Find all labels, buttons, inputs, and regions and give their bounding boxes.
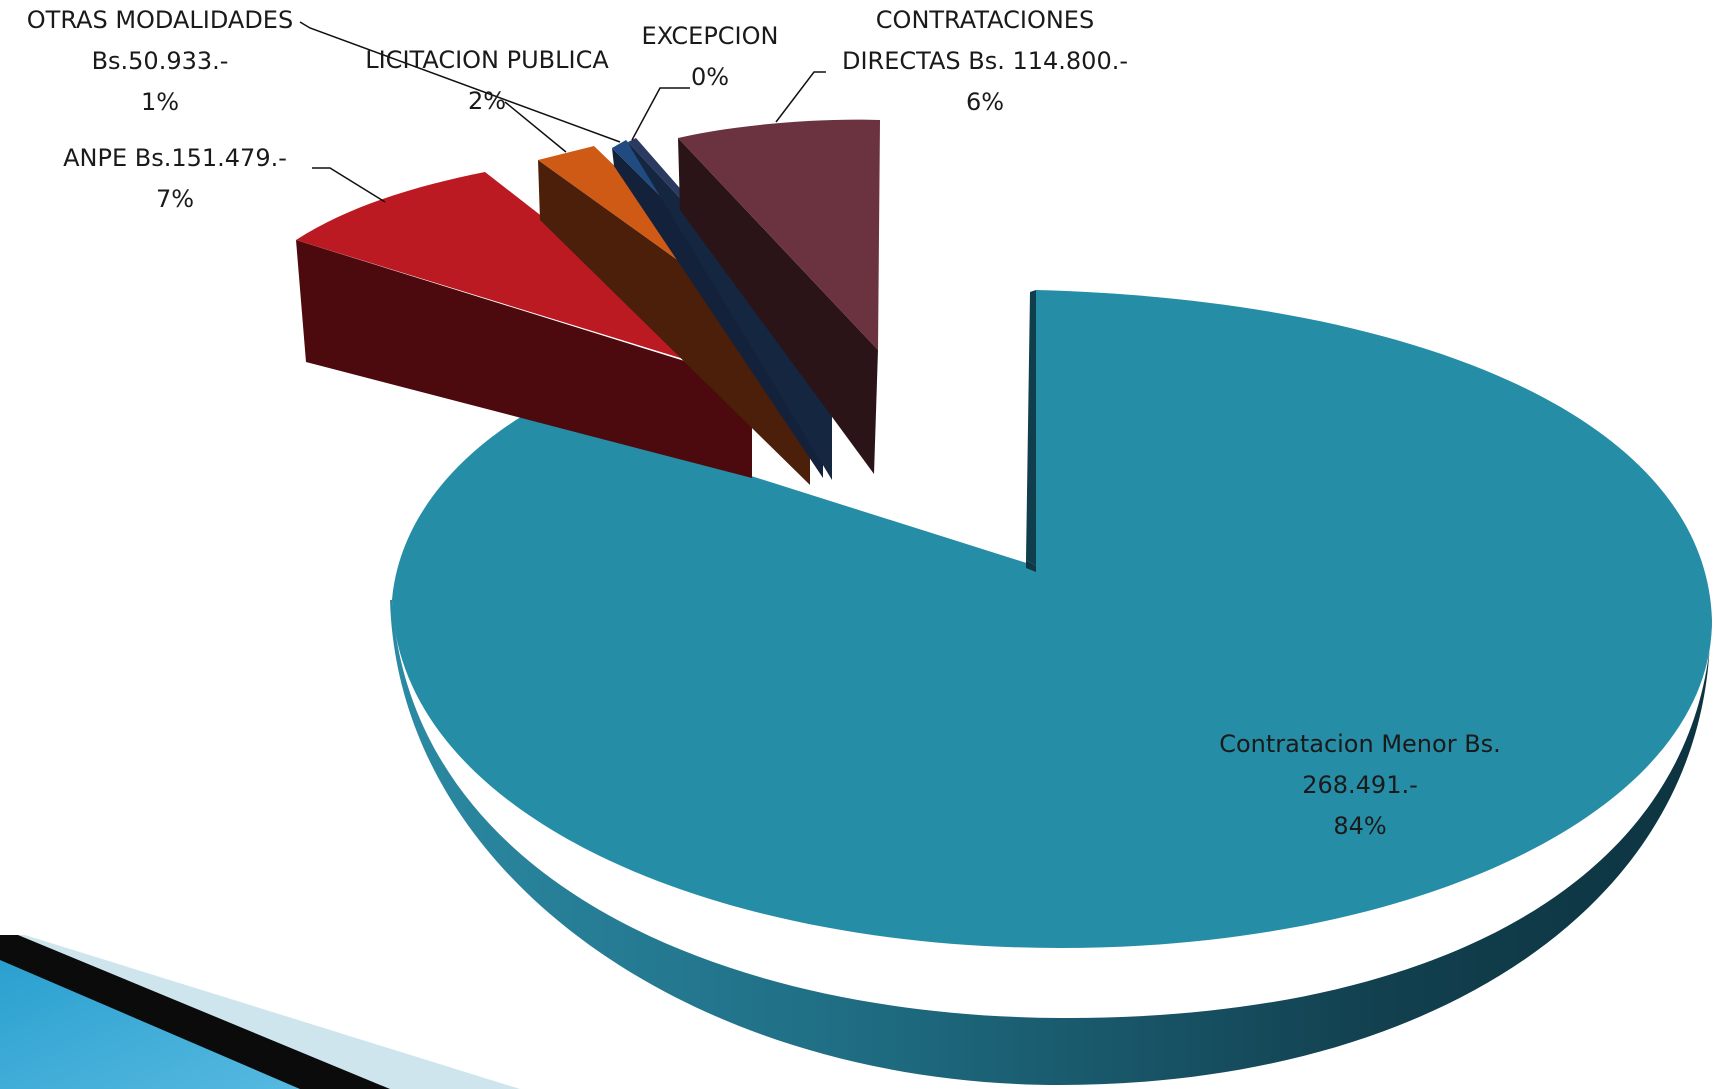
label-excepcion-percent: 0%: [690, 63, 730, 91]
label-anpe-name: ANPE Bs.151.479.-: [63, 144, 287, 172]
label-licitacion-name: LICITACION PUBLICA: [365, 46, 609, 74]
label-menor-name: Contratacion Menor Bs.: [1219, 730, 1501, 758]
leader-licitacion: [504, 101, 567, 153]
label-excepcion: EXCEPCION 0%: [620, 16, 800, 98]
leader-lines: [299, 21, 826, 203]
label-directas-percent: 6%: [965, 88, 1005, 116]
slice-contratacion-menor: [390, 290, 1712, 1085]
label-otras-value: Bs.50.933.-: [91, 47, 229, 75]
label-directas-name: CONTRATACIONES: [875, 6, 1095, 34]
label-otras-percent: 1%: [140, 88, 180, 116]
leader-otras: [299, 21, 621, 143]
label-contrataciones-directas: CONTRATACIONES DIRECTAS Bs. 114.800.- 6%: [820, 0, 1150, 123]
leader-anpe: [312, 167, 386, 203]
label-contratacion-menor: Contratacion Menor Bs. 268.491.- 84%: [1190, 724, 1530, 847]
label-otras-modalidades: OTRAS MODALIDADES Bs.50.933.- 1%: [0, 0, 320, 123]
label-menor-percent: 84%: [1333, 812, 1387, 840]
leader-excepcion: [631, 87, 690, 141]
label-licitacion-publica: LICITACION PUBLICA 2%: [352, 40, 622, 122]
corner-decoration: [0, 935, 520, 1089]
label-directas-value: DIRECTAS Bs. 114.800.-: [842, 47, 1128, 75]
label-menor-value: 268.491.-: [1302, 771, 1418, 799]
label-licitacion-percent: 2%: [467, 87, 507, 115]
leader-directas: [775, 71, 826, 123]
label-anpe: ANPE Bs.151.479.- 7%: [30, 138, 320, 220]
label-anpe-percent: 7%: [155, 185, 195, 213]
slice-anpe: [296, 172, 752, 478]
label-excepcion-name: EXCEPCION: [641, 22, 779, 50]
label-otras-name: OTRAS MODALIDADES: [26, 6, 294, 34]
slice-contrataciones-directas: [678, 119, 880, 474]
